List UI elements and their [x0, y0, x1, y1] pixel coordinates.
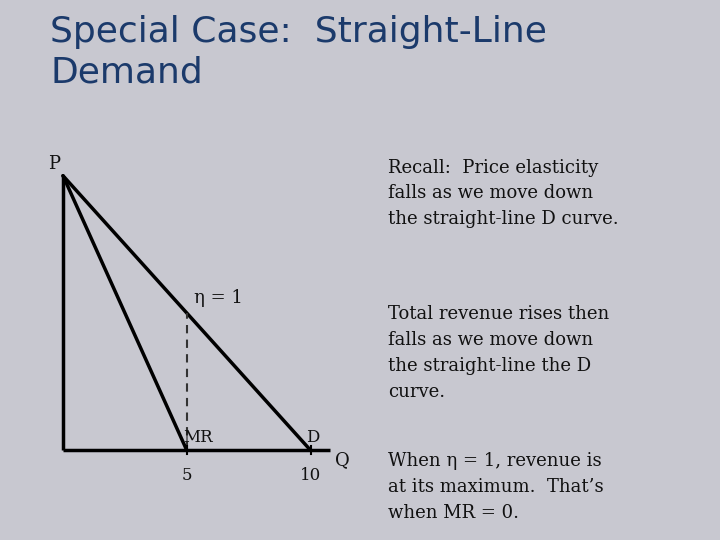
Text: Recall:  Price elasticity
falls as we move down
the straight-line D curve.: Recall: Price elasticity falls as we mov… [388, 159, 619, 228]
Text: Total revenue rises then
falls as we move down
the straight-line the D
curve.: Total revenue rises then falls as we mov… [388, 306, 609, 401]
Text: 10: 10 [300, 467, 321, 484]
Text: 5: 5 [181, 467, 192, 484]
Text: η = 1: η = 1 [194, 289, 243, 307]
Text: When η = 1, revenue is
at its maximum.  That’s
when MR = 0.: When η = 1, revenue is at its maximum. T… [388, 453, 604, 522]
Text: P: P [48, 155, 60, 173]
Text: MR: MR [183, 429, 212, 446]
Text: Q: Q [336, 451, 350, 470]
Text: Special Case:  Straight-Line
Demand: Special Case: Straight-Line Demand [50, 15, 547, 90]
Text: D: D [305, 429, 319, 446]
